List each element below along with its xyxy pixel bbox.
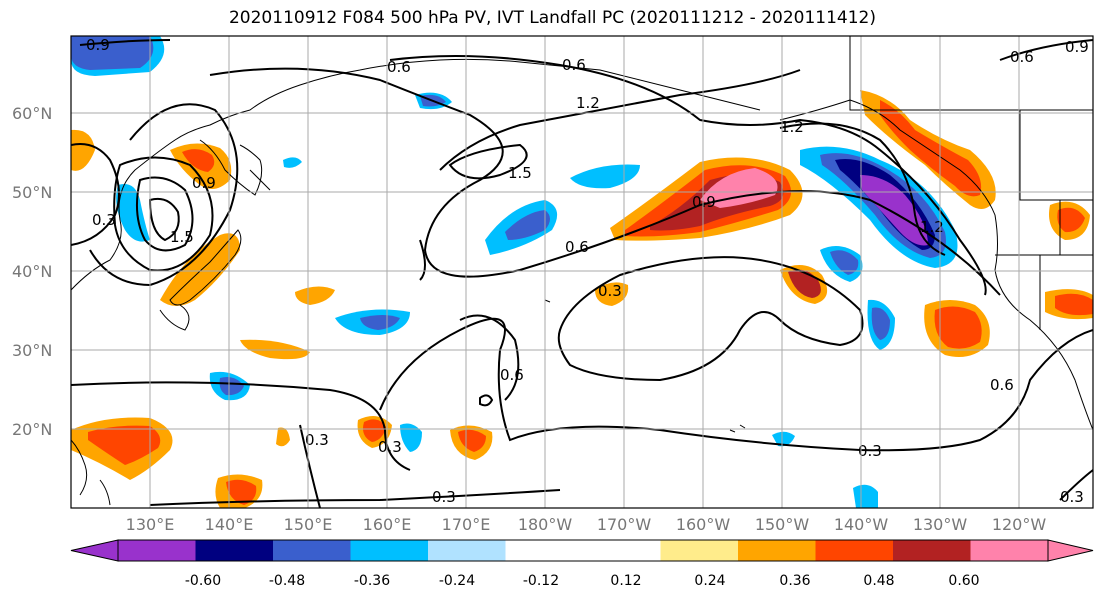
contour-label: 0.3 <box>1060 488 1084 506</box>
lon-label: 160°W <box>675 515 731 534</box>
colorbar-outline <box>117 539 1049 562</box>
ivt-contours <box>71 39 1093 508</box>
contour-label: 0.6 <box>387 58 411 76</box>
lon-label: 150°E <box>283 515 333 534</box>
lat-label: 30°N <box>12 341 53 360</box>
lon-label: 140°E <box>204 515 254 534</box>
contour-label: 1.2 <box>576 94 600 112</box>
contour-label: 0.9 <box>192 174 216 192</box>
colorbar-tick-label: -0.48 <box>268 573 306 589</box>
contour-label: 0.9 <box>1065 38 1089 56</box>
colorbar-tick-label: 0.24 <box>694 573 726 589</box>
colorbar-segment <box>273 540 351 561</box>
colorbar-segment <box>660 540 739 561</box>
contour-label: 1.5 <box>508 164 532 182</box>
lon-label: 160°E <box>362 515 412 534</box>
colorbar-tick-label: 0.12 <box>610 573 642 589</box>
contour-label: 0.3 <box>598 282 622 300</box>
contour-label: 0.6 <box>500 366 524 384</box>
colorbar-tick-label: -0.60 <box>184 573 222 589</box>
map-frame <box>70 35 1094 509</box>
colorbar <box>70 539 1094 562</box>
colorbar-segment <box>970 540 1049 561</box>
lon-label: 120°W <box>991 515 1047 534</box>
map-title: 2020110912 F084 500 hPa PV, IVT Landfall… <box>228 8 876 28</box>
colorbar-segment <box>350 540 429 561</box>
colorbar-tick-label: 0.60 <box>948 573 980 589</box>
contour-label: 0.6 <box>1010 48 1034 66</box>
contour-label: 1.5 <box>170 228 194 246</box>
colorbar-segment <box>428 540 506 561</box>
contour-label: 0.3 <box>92 211 116 229</box>
lon-label: 130°E <box>125 515 175 534</box>
contour-label: 0.6 <box>565 238 589 256</box>
coastlines <box>71 36 1093 506</box>
colorbar-tick-label: 0.48 <box>863 573 895 589</box>
contour-label: 0.3 <box>432 488 456 506</box>
lon-label: 140°W <box>833 515 889 534</box>
pv-anomaly-fill <box>71 36 1093 508</box>
contour-label: 1.2 <box>920 218 944 236</box>
lon-label: 150°W <box>754 515 810 534</box>
colorbar-tick-label: -0.12 <box>522 573 560 589</box>
lat-label: 20°N <box>12 420 53 439</box>
contour-label: 1.2 <box>780 118 804 136</box>
contour-label: 0.6 <box>562 56 586 74</box>
contour-label: 0.9 <box>692 193 716 211</box>
colorbar-extend-min <box>70 539 119 562</box>
colorbar-segment <box>583 540 661 561</box>
colorbar-tick-label: 0.36 <box>779 573 811 589</box>
colorbar-extend-max <box>1047 539 1094 562</box>
gridlines <box>71 36 1093 508</box>
lat-label: 50°N <box>12 183 53 202</box>
contour-label: 0.6 <box>990 376 1014 394</box>
lon-label: 170°E <box>441 515 491 534</box>
colorbar-segment <box>815 540 894 561</box>
contour-labels: 0.9 0.6 0.6 1.2 1.2 1.5 0.9 0.6 0.3 0.6 … <box>86 36 1089 506</box>
contour-label: 0.3 <box>858 442 882 460</box>
colorbar-segment <box>738 540 816 561</box>
lat-label: 40°N <box>12 262 53 281</box>
contour-label: 0.3 <box>305 431 329 449</box>
colorbar-tick-label: -0.36 <box>353 573 391 589</box>
lat-label: 60°N <box>12 104 53 123</box>
lon-label: 170°W <box>596 515 652 534</box>
contour-label: 0.9 <box>86 36 110 54</box>
colorbar-segment <box>505 540 584 561</box>
colorbar-segment <box>893 540 971 561</box>
colorbar-segment <box>118 540 196 561</box>
lon-label: 180°W <box>517 515 573 534</box>
colorbar-tick-label: -0.24 <box>438 573 476 589</box>
colorbar-segment <box>195 540 274 561</box>
contour-label: 0.3 <box>378 438 402 456</box>
lon-label: 130°W <box>912 515 968 534</box>
